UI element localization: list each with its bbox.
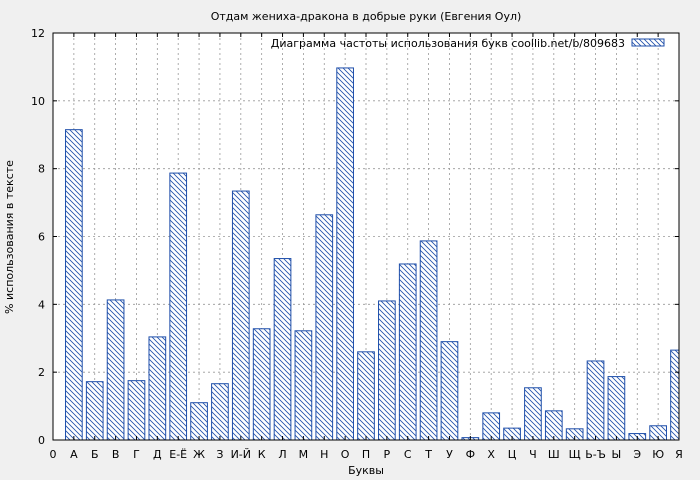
- y-tick-label: 4: [38, 298, 45, 311]
- x-tick-label: О: [341, 448, 350, 461]
- x-tick-label: З: [216, 448, 223, 461]
- x-tick-label: Д: [153, 448, 162, 461]
- x-tick-label: Э: [633, 448, 641, 461]
- bar-Я: [670, 349, 680, 441]
- x-tick-label: Я: [675, 448, 683, 461]
- bar-А: [65, 129, 83, 441]
- y-tick-label: 2: [38, 366, 45, 379]
- bar-Ш: [544, 410, 563, 441]
- y-tick-label: 8: [38, 163, 45, 176]
- bar-Р: [378, 300, 396, 441]
- x-tick-label: В: [112, 448, 120, 461]
- x-tick-label: Ц: [508, 448, 517, 461]
- x-tick-label: А: [70, 448, 78, 461]
- legend: Диаграмма частоты использования букв coo…: [271, 37, 665, 50]
- y-axis-label: % использования в тексте: [3, 160, 16, 314]
- bar-М: [294, 330, 313, 441]
- grid: [53, 33, 679, 440]
- x-tick-label: С: [404, 448, 412, 461]
- x-tick-label: Х: [487, 448, 495, 461]
- bar-Г: [127, 380, 146, 441]
- x-tick-label: Т: [424, 448, 432, 461]
- bar-З: [211, 383, 229, 441]
- x-tick-label: Ф: [466, 448, 475, 461]
- x-tick-label: Ч: [529, 448, 537, 461]
- bar-В: [106, 299, 125, 441]
- x-tick-label: Щ: [569, 448, 581, 461]
- x-tick-label: Ю: [652, 448, 664, 461]
- x-tick-label: И-Й: [231, 448, 251, 461]
- x-tick-label: Ь-Ъ: [585, 448, 606, 461]
- bar-Т: [419, 240, 438, 441]
- x-tick-label: У: [446, 448, 453, 461]
- bar-Б: [85, 381, 104, 441]
- x-tick-label: П: [362, 448, 370, 461]
- bar-Ж: [190, 402, 208, 441]
- y-tick-label: 6: [38, 231, 45, 244]
- bar-С: [398, 263, 417, 441]
- bar-Д: [148, 336, 167, 441]
- legend-label: Диаграмма частоты использования букв coo…: [271, 37, 625, 50]
- x-tick-label: Ш: [548, 448, 560, 461]
- x-tick-label: Г: [133, 448, 140, 461]
- bar-Л: [273, 258, 292, 441]
- bar-К: [252, 328, 271, 441]
- axis-ticks: 0 А Б В Г Д Е-Ё Ж З И-Й К Л М Н О П Р С Т У Ф Х Ц Ч Ш Щ Ь-Ъ Ы Э Ю Я024…: [31, 27, 683, 461]
- x-tick-label: М: [299, 448, 309, 461]
- bar-Е-Ё: [169, 172, 188, 441]
- x-tick-label: Ы: [612, 448, 622, 461]
- y-tick-label: 0: [38, 434, 45, 447]
- y-tick-label: 12: [31, 27, 45, 40]
- bar-У: [440, 341, 459, 441]
- x-tick-label: Н: [320, 448, 328, 461]
- x-axis-label: Буквы: [348, 464, 384, 477]
- x-tick-label: Л: [278, 448, 286, 461]
- bar-О: [336, 67, 354, 441]
- bar-Н: [315, 214, 334, 441]
- x-tick-label: Р: [384, 448, 391, 461]
- legend-swatch: [631, 38, 665, 47]
- x-tick-label: Ж: [193, 448, 205, 461]
- x-tick-label: 0: [50, 448, 57, 461]
- bar-Ч: [524, 387, 542, 441]
- x-tick-label: К: [258, 448, 266, 461]
- bar-Ь-Ъ: [586, 360, 605, 441]
- y-tick-label: 10: [31, 95, 45, 108]
- bar-И-Й: [231, 190, 250, 441]
- bar-Х: [482, 412, 501, 441]
- x-tick-label: Е-Ё: [169, 448, 187, 461]
- chart-title: Отдам жениха-дракона в добрые руки (Евге…: [211, 10, 522, 23]
- x-tick-label: Б: [91, 448, 99, 461]
- bars: [65, 67, 680, 441]
- bar-Ы: [607, 376, 626, 441]
- bar-П: [357, 351, 375, 441]
